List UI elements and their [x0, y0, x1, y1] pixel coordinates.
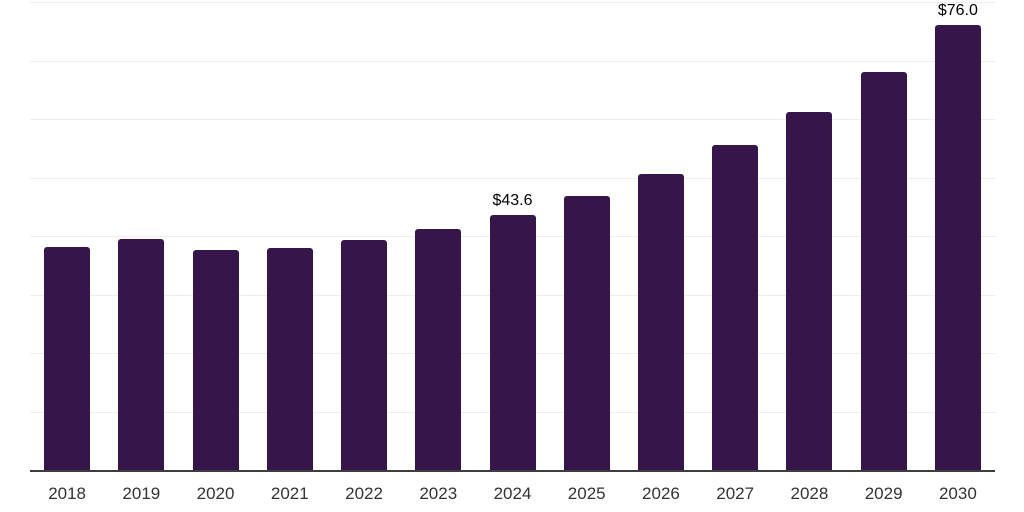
value-label-2030: $76.0 — [937, 2, 978, 20]
x-tick-label-2025: 2025 — [567, 483, 606, 503]
bar-2030 — [934, 25, 981, 471]
bar-2020 — [192, 250, 239, 471]
x-tick-label-2018: 2018 — [48, 483, 87, 503]
value-label-2024: $43.6 — [492, 192, 533, 210]
gridline-70 — [30, 60, 995, 62]
x-tick-label-2030: 2030 — [938, 483, 977, 503]
x-tick-label-2027: 2027 — [716, 483, 755, 503]
bar-2026 — [637, 173, 684, 471]
bar-2028 — [786, 112, 833, 471]
bar-2025 — [563, 196, 610, 471]
gridline-60 — [30, 119, 995, 121]
x-axis-line — [30, 469, 995, 472]
x-tick-label-2029: 2029 — [864, 483, 903, 503]
x-tick-label-2026: 2026 — [642, 483, 680, 503]
x-tick-label-2024: 2024 — [493, 483, 532, 503]
bar-2024 — [489, 215, 536, 471]
x-tick-label-2019: 2019 — [122, 483, 161, 503]
x-tick-label-2021: 2021 — [270, 483, 309, 503]
bar-2022 — [341, 240, 388, 471]
gridline-50 — [30, 177, 995, 179]
bar-2023 — [415, 229, 462, 471]
bar-2018 — [44, 246, 91, 471]
x-tick-label-2028: 2028 — [790, 483, 829, 503]
x-tick-label-2022: 2022 — [345, 483, 383, 503]
x-tick-label-2020: 2020 — [196, 483, 235, 503]
bar-2029 — [860, 72, 907, 471]
bar-2021 — [266, 247, 313, 471]
x-tick-label-2023: 2023 — [419, 483, 458, 503]
bar-2019 — [118, 239, 165, 471]
bar-2027 — [712, 145, 759, 471]
gridline-80 — [30, 2, 995, 3]
